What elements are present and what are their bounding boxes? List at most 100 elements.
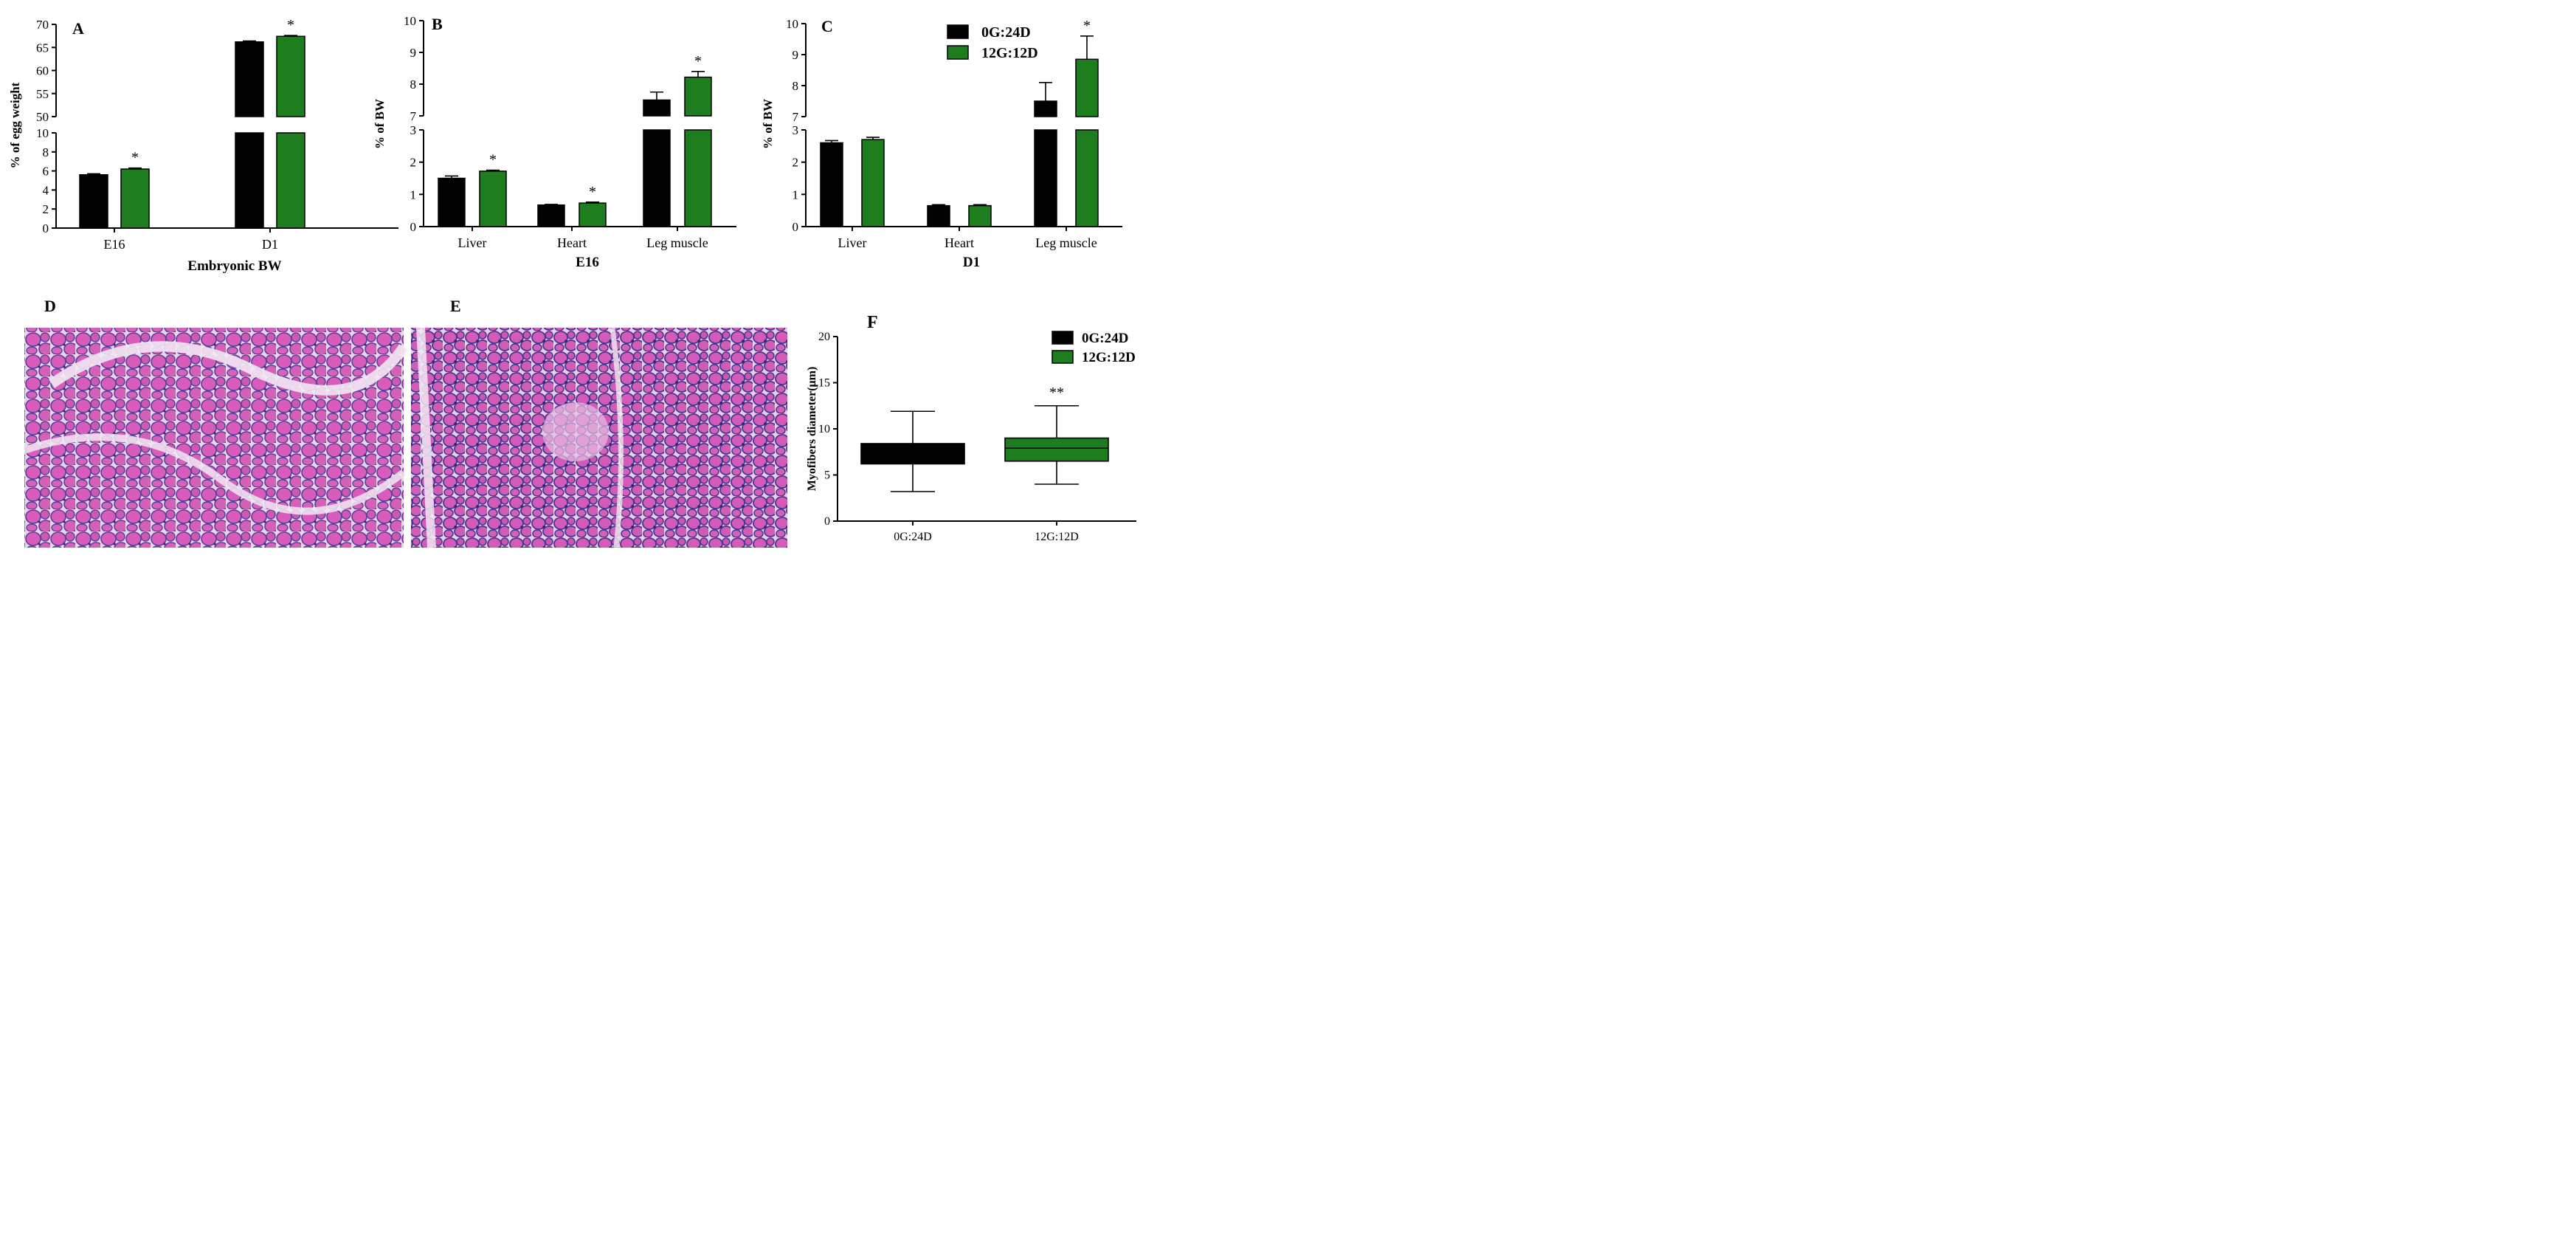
y-tick-label: 65 [36,41,49,55]
legend-swatch [1052,350,1074,364]
bar [120,168,150,229]
legend-swatch [947,24,969,39]
y-axis-label: Myofibers diameter(μm) [806,367,818,492]
bar [861,139,885,227]
y-tick-label: 6 [43,165,49,179]
y-tick-label: 2 [793,156,799,170]
y-tick-label: 9 [793,48,799,62]
y-axis-label: % of egg weight [8,82,22,168]
panel-letter: B [432,15,443,33]
y-tick-label: 10 [786,17,798,31]
y-tick-label: 10 [404,14,416,28]
box [860,443,965,465]
bar [820,142,843,227]
y-tick-label: 60 [36,64,49,78]
x-tick-label: D1 [262,237,278,252]
y-tick-label: 8 [410,78,417,92]
y-tick-label: 8 [43,145,49,159]
bar [579,202,607,227]
x-tick-label: Leg muscle [646,235,708,250]
box [1004,437,1109,462]
bar-lower-segment [276,132,305,229]
x-axis-label: Embryonic BW [187,258,281,274]
y-tick-label: 20 [818,331,830,343]
bar-lower-segment [1034,129,1057,227]
significance-mark: * [131,150,139,166]
x-tick-label: Heart [945,235,974,250]
y-tick-label: 0 [824,515,830,528]
y-tick-label: 8 [793,79,799,93]
y-tick-label: 10 [818,423,830,435]
bar-upper-segment [235,41,264,117]
bar-lower-segment [235,132,264,229]
panel-letter: F [867,313,878,332]
legend-swatch [1052,331,1074,345]
y-tick-label: 7 [410,109,417,123]
y-tick-label: 3 [793,123,799,137]
y-tick-label: 55 [36,87,49,101]
panel-a-chart: A 0 2 4 6 8 10 50 55 60 65 70 % of egg weight * E16 * D1… [8,17,398,274]
bar [438,177,466,227]
bar-upper-segment [276,35,305,117]
panel-letter: A [72,19,84,38]
panel-letter: C [821,17,833,35]
y-tick-label: 7 [793,110,799,124]
significance-mark: * [589,184,596,200]
bar-upper-segment [1075,58,1099,117]
bar [79,174,108,229]
y-tick-label: 9 [410,46,417,60]
y-tick-label: 15 [818,377,830,390]
y-tick-label: 0 [43,221,49,235]
significance-mark: * [287,17,294,33]
significance-mark: * [489,152,497,168]
y-axis-label: % of BW [373,99,387,149]
y-tick-label: 5 [824,469,830,482]
legend-swatch [947,45,969,60]
panel-e-letter: E [450,297,461,315]
y-tick-label: 50 [36,110,49,124]
panel-d-letter: D [44,297,56,315]
bar-lower-segment [684,129,712,227]
y-tick-label: 1 [410,187,417,202]
bar-lower-segment [1075,129,1099,227]
y-tick-label: 1 [793,187,799,202]
x-axis-label: D1 [963,255,980,270]
x-tick-label: Liver [838,235,867,250]
bar [927,204,950,227]
legend-label: 12G:12D [981,45,1038,61]
legend-label: 0G:24D [1082,331,1128,346]
bar [537,204,565,227]
y-tick-label: 2 [410,156,417,170]
y-tick-label: 70 [36,18,49,32]
y-tick-label: 3 [410,123,417,137]
y-tick-label: 2 [43,202,49,216]
y-tick-label: 10 [36,126,49,140]
bar-upper-segment [684,76,712,117]
bar-lower-segment [643,129,671,227]
panel-e-image [411,327,787,548]
significance-mark: * [694,53,702,69]
x-tick-label: E16 [104,237,125,252]
y-tick-label: 0 [793,220,799,234]
x-tick-label: 12G:12D [1035,531,1079,543]
panel-b-chart: B 0 1 2 37 8 9 10 % of BW * Liver * Heart * Leg muscle… [373,14,736,270]
legend-label: 0G:24D [981,24,1031,41]
panel-f-chart: F 0 5 10 15 20 Myofibers diameter(μm) 0G:24D ** 1… [806,313,1136,543]
y-tick-label: 4 [43,183,49,197]
significance-mark: * [1083,18,1091,34]
x-tick-label: Liver [458,235,487,250]
x-tick-label: 0G:24D [894,531,932,543]
panel-c-chart: C 0 1 2 37 8 9 10 % of BW Liver Heart * Leg muscle D1… [761,17,1122,270]
bar-upper-segment [643,99,671,117]
y-axis-label: % of BW [761,99,775,149]
x-tick-label: Leg muscle [1035,235,1097,250]
y-tick-label: 0 [410,220,417,234]
significance-mark: ** [1049,385,1064,401]
panel-d-image [23,328,408,548]
bar [479,170,507,227]
bar-upper-segment [1034,100,1057,117]
bar [968,204,992,227]
legend-label: 12G:12D [1082,350,1136,365]
x-axis-label: E16 [576,255,599,270]
